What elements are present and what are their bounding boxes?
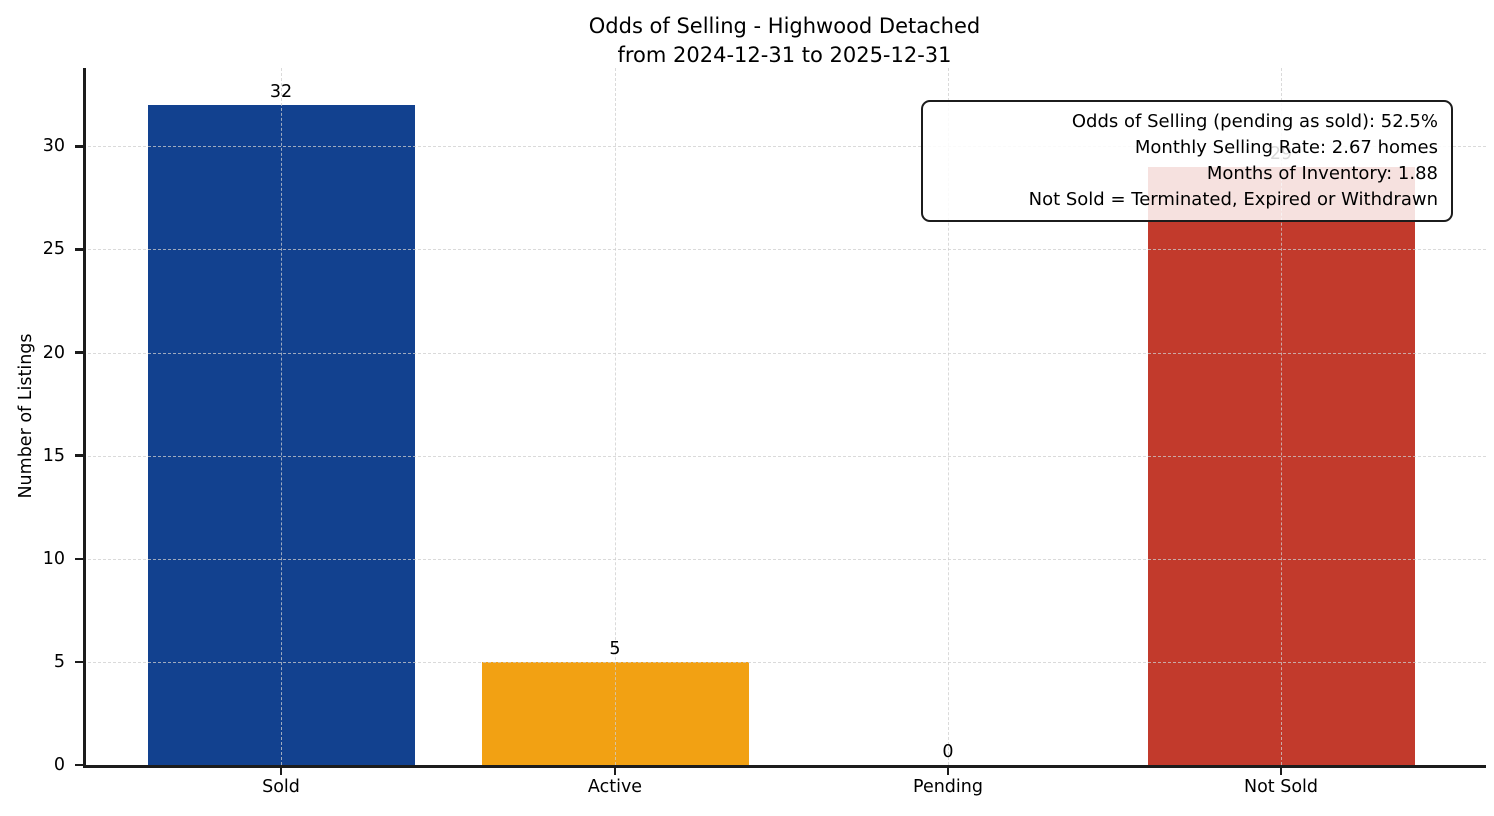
h-gridline <box>83 661 1486 663</box>
y-tick-mark <box>75 454 83 457</box>
chart-title: Odds of Selling - Highwood Detached from… <box>83 12 1486 70</box>
h-gridline <box>83 352 1486 354</box>
h-gridline <box>83 455 1486 457</box>
y-axis-spine <box>83 68 86 765</box>
x-tick-mark <box>946 767 950 775</box>
y-tick-labels: 0 5 10 15 20 25 30 <box>0 68 83 775</box>
h-gridline <box>83 146 1486 148</box>
y-tick-label: 5 <box>53 651 65 672</box>
v-gridline <box>615 68 616 765</box>
y-tick-mark <box>75 557 83 561</box>
y-tick-mark <box>75 351 83 354</box>
v-gridline <box>281 68 282 765</box>
annotation-line-odds: Odds of Selling (pending as sold): 52.5% <box>1071 111 1438 132</box>
y-tick-label: 15 <box>42 445 65 466</box>
y-tick-mark <box>75 248 83 251</box>
h-gridline <box>83 249 1486 251</box>
annotation-line-notsold-def: Not Sold = Terminated, Expired or Withdr… <box>1028 189 1438 210</box>
bar-value-label: 32 <box>269 82 293 103</box>
h-gridline <box>83 558 1486 560</box>
v-gridline <box>948 68 949 765</box>
annotation-box: Odds of Selling (pending as sold): 52.5%… <box>921 100 1453 222</box>
y-tick-mark <box>75 145 83 148</box>
chart-title-line2: from 2024-12-31 to 2025-12-31 <box>617 43 952 67</box>
y-tick-label: 20 <box>42 342 65 363</box>
y-tick-mark <box>75 660 83 664</box>
y-tick-label: 25 <box>42 239 65 260</box>
annotation-line-inventory: Months of Inventory: 1.88 <box>1206 163 1438 184</box>
x-tick-mark <box>1279 767 1283 775</box>
y-tick-mark <box>75 763 83 767</box>
x-tick-labels: Sold Active Pending Not Sold <box>83 765 1486 815</box>
x-category-label: Not Sold <box>1243 777 1319 797</box>
annotation-line-rate: Monthly Selling Rate: 2.67 homes <box>1134 137 1438 158</box>
x-category-label: Sold <box>262 777 300 797</box>
plot-area: 325029 <box>83 68 1486 768</box>
x-category-label: Active <box>587 777 643 797</box>
y-tick-label: 0 <box>53 755 65 775</box>
bar-value-label: 0 <box>942 742 954 762</box>
x-axis-spine <box>83 765 1486 768</box>
x-tick-mark <box>613 767 617 775</box>
y-tick-label: 30 <box>42 136 65 157</box>
grid-layer <box>83 68 1486 765</box>
bar-value-label: 5 <box>609 638 621 659</box>
chart-title-line1: Odds of Selling - Highwood Detached <box>588 14 981 38</box>
y-tick-label: 10 <box>42 548 65 569</box>
x-tick-mark <box>279 767 283 775</box>
x-category-label: Pending <box>913 777 983 797</box>
v-gridline <box>1281 68 1282 765</box>
